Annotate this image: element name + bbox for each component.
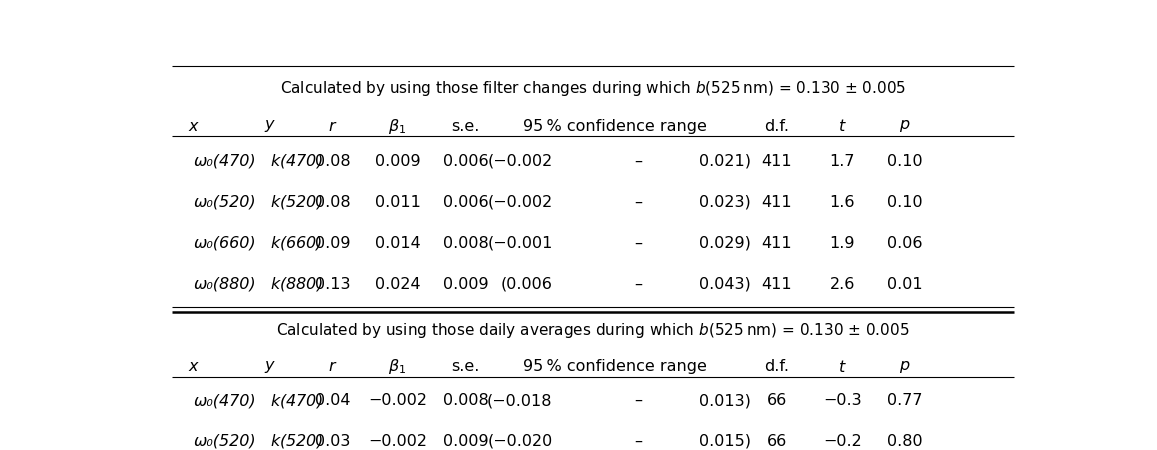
Text: $k$(520): $k$(520) (270, 194, 323, 212)
Text: 0.015): 0.015) (699, 434, 751, 449)
Text: 95 % confidence range: 95 % confidence range (523, 359, 707, 374)
Text: 0.006: 0.006 (443, 154, 488, 169)
Text: 0.008: 0.008 (443, 393, 488, 408)
Text: 0.014: 0.014 (375, 236, 420, 251)
Text: $y$: $y$ (264, 118, 277, 134)
Text: $y$: $y$ (264, 359, 277, 374)
Text: (−0.002: (−0.002 (487, 195, 553, 210)
Text: 0.023): 0.023) (699, 195, 751, 210)
Text: 411: 411 (761, 277, 793, 292)
Text: −0.002: −0.002 (368, 434, 427, 449)
Text: $k$(660): $k$(660) (270, 234, 322, 252)
Text: (−0.020: (−0.020 (487, 434, 553, 449)
Text: 0.029): 0.029) (699, 236, 751, 251)
Text: $r$: $r$ (329, 118, 338, 134)
Text: 2.6: 2.6 (830, 277, 855, 292)
Text: ω₀(470): ω₀(470) (194, 393, 257, 408)
Text: (−0.001: (−0.001 (487, 236, 553, 251)
Text: –: – (634, 154, 642, 169)
Text: 0.13: 0.13 (315, 277, 351, 292)
Text: –: – (634, 236, 642, 251)
Text: 0.011: 0.011 (375, 195, 420, 210)
Text: 0.09: 0.09 (315, 236, 351, 251)
Text: (0.006: (0.006 (501, 277, 553, 292)
Text: $k$(470): $k$(470) (270, 153, 323, 171)
Text: $k$(880): $k$(880) (270, 275, 323, 293)
Text: −0.3: −0.3 (823, 393, 862, 408)
Text: $r$: $r$ (329, 359, 338, 374)
Text: $p$: $p$ (899, 359, 911, 374)
Text: 0.008: 0.008 (443, 236, 488, 251)
Text: $\beta_1$: $\beta_1$ (389, 357, 406, 376)
Text: 0.04: 0.04 (315, 393, 351, 408)
Text: 95 % confidence range: 95 % confidence range (523, 118, 707, 134)
Text: 1.9: 1.9 (830, 236, 855, 251)
Text: 0.009: 0.009 (375, 154, 420, 169)
Text: $x$: $x$ (187, 359, 200, 374)
Text: 66: 66 (767, 434, 787, 449)
Text: Calculated by using those filter changes during which $b$(525 nm) = 0.130 ± 0.00: Calculated by using those filter changes… (280, 79, 906, 98)
Text: ω₀(520): ω₀(520) (194, 434, 257, 449)
Text: d.f.: d.f. (765, 359, 789, 374)
Text: 0.08: 0.08 (315, 154, 351, 169)
Text: 0.06: 0.06 (887, 236, 923, 251)
Text: $t$: $t$ (838, 359, 847, 374)
Text: 0.009: 0.009 (443, 434, 488, 449)
Text: $p$: $p$ (899, 118, 911, 134)
Text: 0.013): 0.013) (699, 393, 751, 408)
Text: 411: 411 (761, 154, 793, 169)
Text: ω₀(520): ω₀(520) (194, 195, 257, 210)
Text: –: – (634, 393, 642, 408)
Text: $x$: $x$ (187, 118, 200, 134)
Text: 0.01: 0.01 (887, 277, 923, 292)
Text: –: – (634, 195, 642, 210)
Text: 0.08: 0.08 (315, 195, 351, 210)
Text: 0.77: 0.77 (887, 393, 923, 408)
Text: 411: 411 (761, 236, 793, 251)
Text: 0.80: 0.80 (887, 434, 923, 449)
Text: 1.6: 1.6 (830, 195, 855, 210)
Text: 0.006: 0.006 (443, 195, 488, 210)
Text: $k$(470): $k$(470) (270, 392, 323, 410)
Text: 0.10: 0.10 (887, 195, 923, 210)
Text: 0.03: 0.03 (315, 434, 351, 449)
Text: ω₀(660): ω₀(660) (194, 236, 257, 251)
Text: 0.024: 0.024 (375, 277, 420, 292)
Text: 0.043): 0.043) (699, 277, 751, 292)
Text: Calculated by using those daily averages during which $b$(525 nm) = 0.130 ± 0.00: Calculated by using those daily averages… (277, 321, 909, 340)
Text: 0.10: 0.10 (887, 154, 923, 169)
Text: ω₀(470): ω₀(470) (194, 154, 257, 169)
Text: –: – (634, 277, 642, 292)
Text: 0.021): 0.021) (699, 154, 751, 169)
Text: 66: 66 (767, 393, 787, 408)
Text: 0.009: 0.009 (443, 277, 488, 292)
Text: ω₀(880): ω₀(880) (194, 277, 257, 292)
Text: d.f.: d.f. (765, 118, 789, 134)
Text: $\beta_1$: $\beta_1$ (389, 117, 406, 135)
Text: s.e.: s.e. (451, 359, 480, 374)
Text: $k$(520): $k$(520) (270, 432, 323, 450)
Text: 411: 411 (761, 195, 793, 210)
Text: 1.7: 1.7 (830, 154, 855, 169)
Text: −0.002: −0.002 (368, 393, 427, 408)
Text: $t$: $t$ (838, 118, 847, 134)
Text: –: – (634, 434, 642, 449)
Text: −0.2: −0.2 (823, 434, 862, 449)
Text: (−0.018: (−0.018 (487, 393, 553, 408)
Text: (−0.002: (−0.002 (487, 154, 553, 169)
Text: s.e.: s.e. (451, 118, 480, 134)
